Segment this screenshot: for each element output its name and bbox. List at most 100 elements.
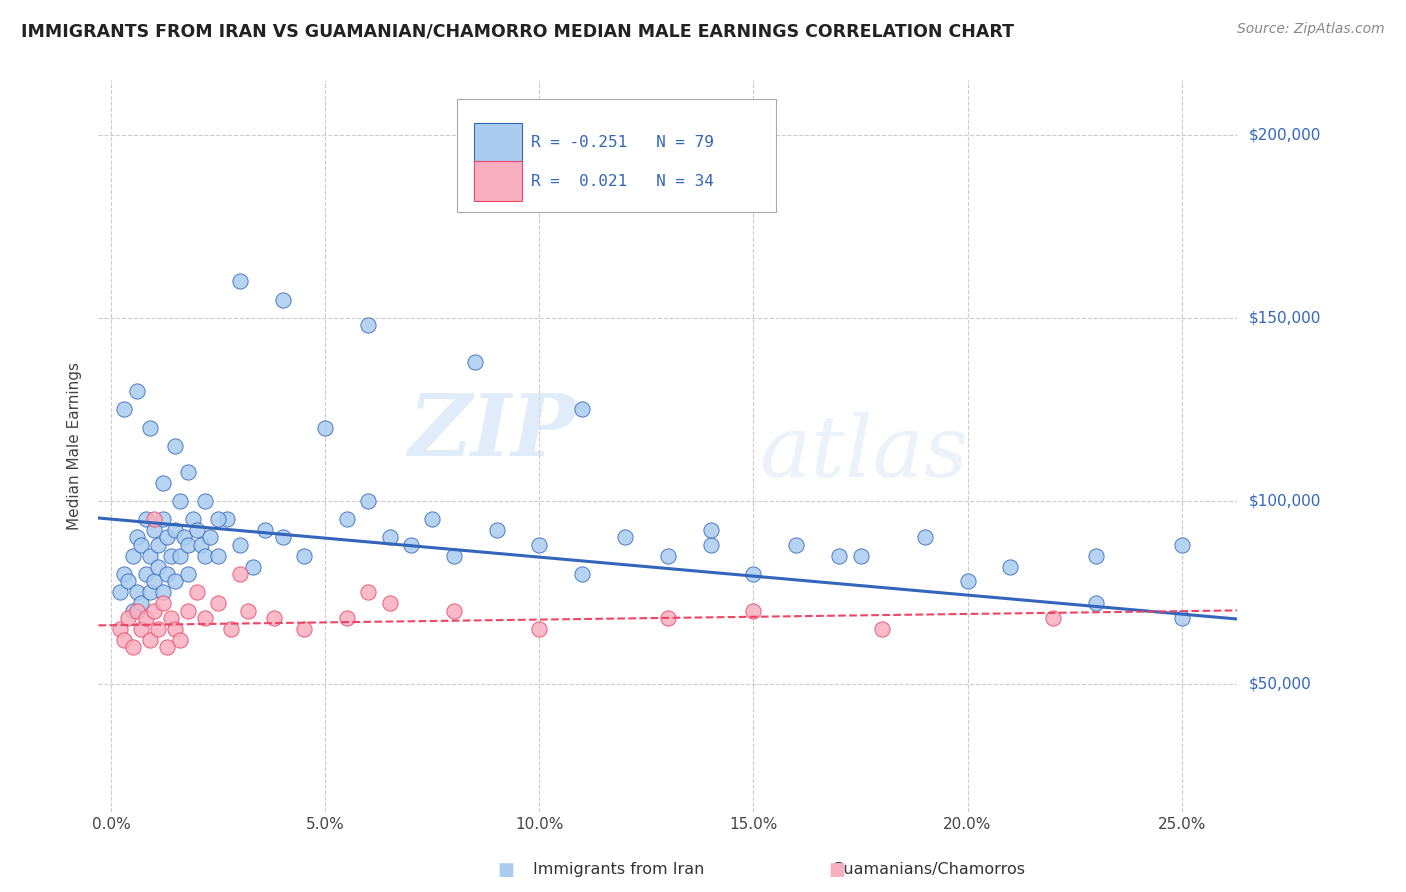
Point xyxy=(529,622,551,636)
Text: $50,000: $50,000 xyxy=(1249,676,1312,691)
Point xyxy=(152,585,174,599)
Point xyxy=(129,622,152,636)
Point xyxy=(165,574,187,589)
Point xyxy=(219,622,242,636)
Point xyxy=(152,596,174,610)
FancyBboxPatch shape xyxy=(457,99,776,212)
Point xyxy=(571,402,593,417)
Point xyxy=(129,538,152,552)
Point xyxy=(699,538,721,552)
Point xyxy=(156,640,179,655)
Point xyxy=(112,402,135,417)
Point xyxy=(336,512,359,526)
Point xyxy=(121,603,143,617)
Text: ZIP: ZIP xyxy=(409,390,576,473)
Point xyxy=(143,523,166,537)
Y-axis label: Median Male Earnings: Median Male Earnings xyxy=(67,362,83,530)
FancyBboxPatch shape xyxy=(474,161,522,201)
Point xyxy=(143,512,166,526)
Text: R =  0.021   N = 34: R = 0.021 N = 34 xyxy=(531,174,714,189)
Point xyxy=(828,549,851,563)
Point xyxy=(108,622,131,636)
Point xyxy=(378,530,401,544)
Point xyxy=(422,512,444,526)
Point xyxy=(443,603,465,617)
Point xyxy=(165,439,187,453)
Point xyxy=(125,384,148,398)
Point xyxy=(169,549,191,563)
Point xyxy=(1042,611,1064,625)
Point xyxy=(207,512,229,526)
Point xyxy=(657,611,679,625)
Point xyxy=(139,632,162,647)
Point xyxy=(228,567,250,582)
Point xyxy=(173,530,195,544)
Point xyxy=(464,355,486,369)
Point xyxy=(177,603,200,617)
Point xyxy=(207,596,229,610)
Point xyxy=(228,538,250,552)
Point xyxy=(125,530,148,544)
Point xyxy=(143,574,166,589)
Point xyxy=(292,622,315,636)
Point xyxy=(190,538,212,552)
Point xyxy=(152,475,174,490)
Point xyxy=(134,512,156,526)
Point xyxy=(1085,549,1108,563)
Text: Immigrants from Iran: Immigrants from Iran xyxy=(533,863,704,877)
Point xyxy=(181,512,204,526)
Point xyxy=(152,512,174,526)
Point xyxy=(336,611,359,625)
Point xyxy=(228,274,250,288)
Point xyxy=(1170,538,1192,552)
Point xyxy=(129,596,152,610)
Point xyxy=(215,512,238,526)
Point xyxy=(125,585,148,599)
Point xyxy=(125,603,148,617)
Point xyxy=(1000,559,1022,574)
Point xyxy=(914,530,936,544)
Point xyxy=(117,611,139,625)
Point xyxy=(485,523,508,537)
Point xyxy=(271,530,294,544)
Point xyxy=(148,538,170,552)
Point xyxy=(194,493,217,508)
Point xyxy=(357,318,380,333)
Point xyxy=(785,538,807,552)
Point xyxy=(194,549,217,563)
Text: atlas: atlas xyxy=(759,412,969,495)
Point xyxy=(443,549,465,563)
Point xyxy=(165,523,187,537)
Point xyxy=(117,574,139,589)
Point xyxy=(1085,596,1108,610)
Point xyxy=(207,549,229,563)
Point xyxy=(238,603,260,617)
Point xyxy=(571,567,593,582)
Point xyxy=(870,622,893,636)
Point xyxy=(121,640,143,655)
Point xyxy=(160,611,183,625)
Point xyxy=(112,632,135,647)
Point xyxy=(194,611,217,625)
Point xyxy=(357,493,380,508)
Point xyxy=(139,585,162,599)
Text: Guamanians/Chamorros: Guamanians/Chamorros xyxy=(831,863,1025,877)
Point xyxy=(177,567,200,582)
Point xyxy=(657,549,679,563)
Text: R = -0.251   N = 79: R = -0.251 N = 79 xyxy=(531,135,714,150)
Point xyxy=(186,585,208,599)
Text: $200,000: $200,000 xyxy=(1249,128,1320,143)
Text: $150,000: $150,000 xyxy=(1249,310,1320,326)
Point xyxy=(177,465,200,479)
Point xyxy=(186,523,208,537)
Point xyxy=(148,559,170,574)
Point xyxy=(139,549,162,563)
Point xyxy=(263,611,285,625)
Point xyxy=(849,549,872,563)
Point xyxy=(160,549,183,563)
Point xyxy=(121,549,143,563)
Point xyxy=(357,585,380,599)
Point xyxy=(156,567,179,582)
Point xyxy=(169,493,191,508)
Point xyxy=(177,538,200,552)
